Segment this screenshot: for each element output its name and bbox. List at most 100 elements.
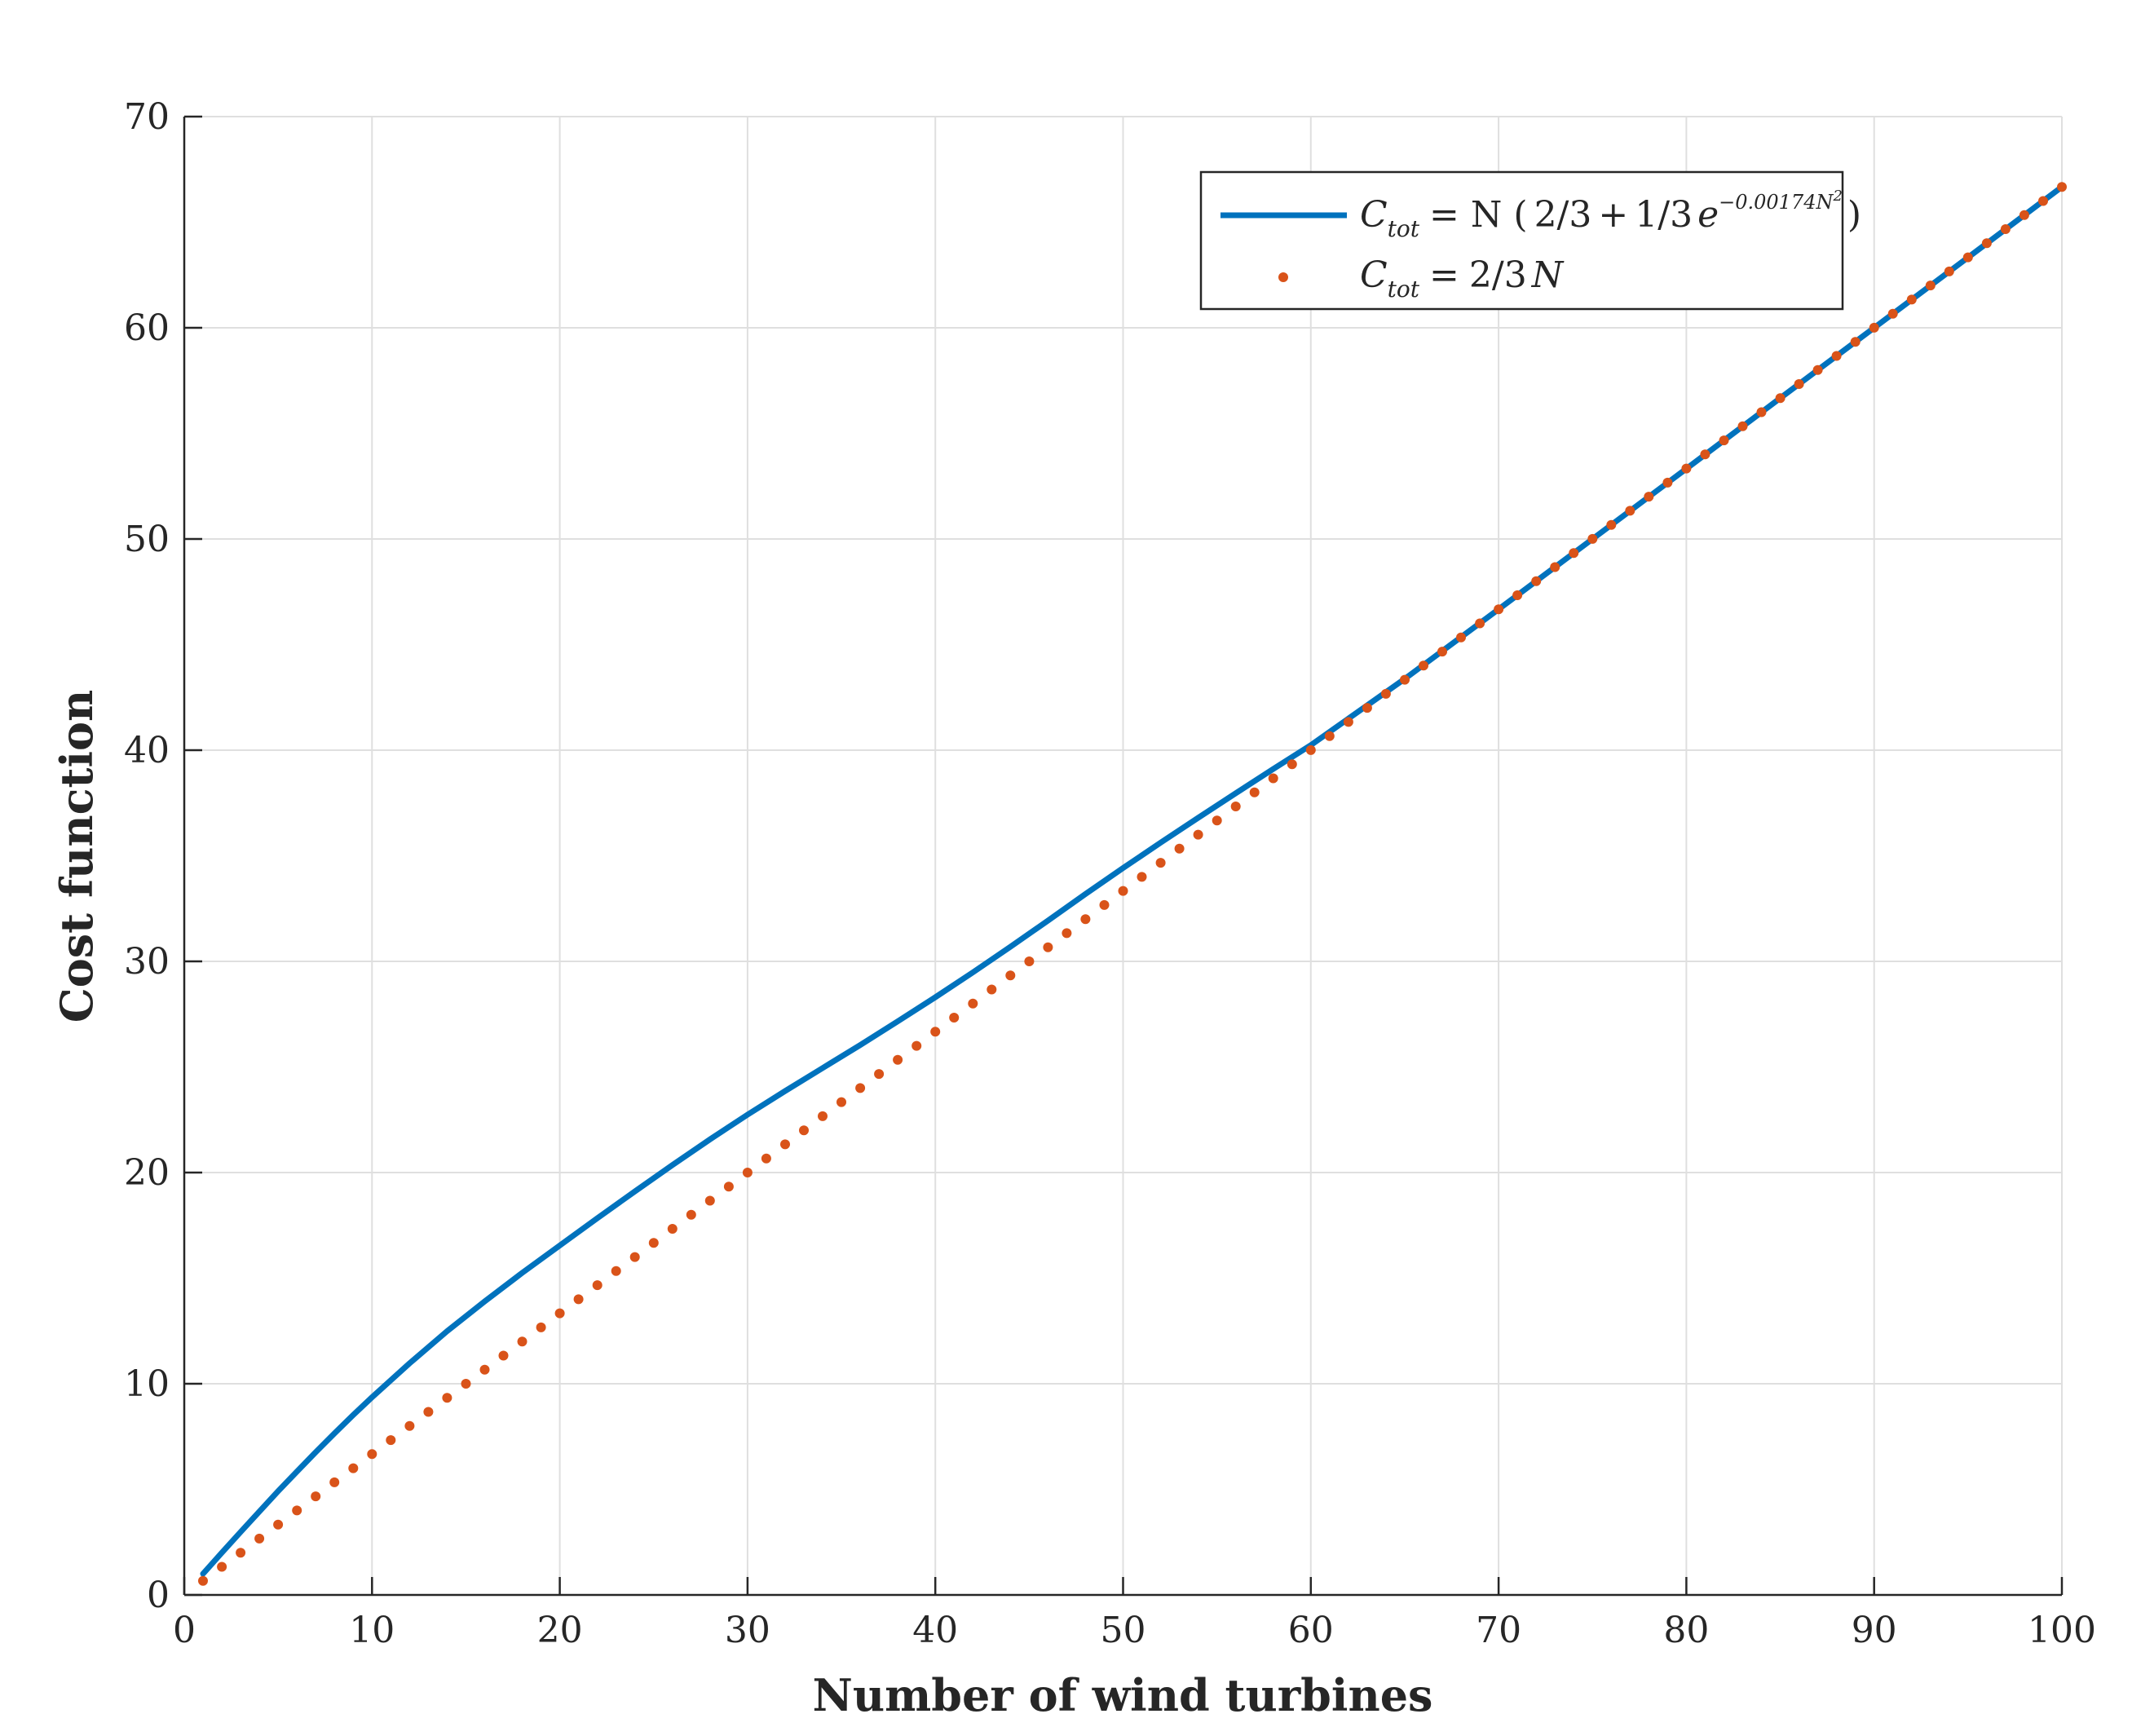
series-linear-dot xyxy=(1475,618,1485,629)
series-linear-dot xyxy=(1850,337,1861,347)
series-linear-dot xyxy=(1587,533,1598,544)
series-linear-dot xyxy=(629,1252,640,1262)
legend: Ctot = N (2/3 +1/3 e−0.00174N2) Ctot = 2/3 N xyxy=(1199,170,1861,311)
series-linear-dot xyxy=(461,1379,471,1389)
series-linear-dot xyxy=(479,1364,490,1375)
series-linear-dot xyxy=(686,1209,696,1220)
series-linear-dot xyxy=(1380,688,1391,699)
series-linear-dot xyxy=(1944,266,1954,276)
y-tick-label: 40 xyxy=(124,730,170,771)
series-linear-dot xyxy=(2038,196,2048,206)
series-linear-dot xyxy=(311,1491,321,1502)
series-linear-dot xyxy=(1343,717,1353,727)
x-axis-label: Number of wind turbines xyxy=(813,1669,1433,1721)
series-linear-dot xyxy=(1400,674,1410,685)
series-linear-dot xyxy=(2019,210,2029,220)
series-linear-dot xyxy=(968,998,978,1009)
series-linear-dot xyxy=(292,1505,302,1516)
series-linear-dot xyxy=(1024,956,1035,966)
series-linear-dot xyxy=(1794,379,1804,389)
series-linear-dots xyxy=(198,182,2067,1586)
series-linear-dot xyxy=(1681,463,1692,474)
x-tick-label: 0 xyxy=(173,1610,196,1651)
series-linear-dot xyxy=(1831,351,1842,361)
series-linear-dot xyxy=(1062,928,1072,939)
series-linear-dot xyxy=(855,1083,866,1093)
series-linear-dot xyxy=(1193,829,1203,840)
series-linear-dot xyxy=(536,1322,546,1332)
series-linear-dot xyxy=(648,1238,659,1248)
series-linear-dot xyxy=(836,1097,846,1107)
series-linear-dot xyxy=(780,1139,790,1150)
series-linear-dot xyxy=(930,1027,941,1037)
series-linear-dot xyxy=(1512,590,1523,600)
series-linear-dot xyxy=(386,1435,396,1446)
x-tick-label: 90 xyxy=(1852,1610,1897,1651)
x-tick-label: 40 xyxy=(912,1610,958,1651)
series-linear-dot xyxy=(236,1548,246,1558)
series-linear-dot xyxy=(1719,435,1729,446)
series-linear-dot xyxy=(2057,182,2067,192)
series-linear-dot xyxy=(1531,576,1542,586)
series-linear-dot xyxy=(893,1054,903,1065)
series-linear-dot xyxy=(1906,294,1917,305)
y-tick-label: 10 xyxy=(124,1363,170,1405)
series-linear-dot xyxy=(1419,660,1428,671)
series-linear-dot xyxy=(1043,942,1053,952)
series-linear-dot xyxy=(1981,238,1992,249)
y-axis-label: Cost function xyxy=(51,690,103,1023)
series-linear-dot xyxy=(1887,308,1898,319)
series-linear-dot xyxy=(1625,506,1635,516)
x-tick-label: 60 xyxy=(1288,1610,1334,1651)
series-linear-dot xyxy=(1249,787,1260,797)
series-linear-dot xyxy=(1362,703,1372,713)
series-linear-dot xyxy=(1005,970,1016,981)
series-linear-dot xyxy=(592,1280,603,1291)
series-linear-dot xyxy=(1155,858,1166,868)
y-tick-label: 20 xyxy=(124,1152,170,1194)
y-tick-label: 60 xyxy=(124,307,170,349)
series-linear-dot xyxy=(1174,843,1185,854)
series-linear-dot xyxy=(1737,421,1748,431)
series-linear-dot xyxy=(1569,548,1579,559)
series-linear-dot xyxy=(217,1562,227,1572)
y-tick-label: 30 xyxy=(124,941,170,983)
legend-box xyxy=(1199,170,1844,311)
legend-dot-swatch xyxy=(1278,272,1288,282)
x-tick-label: 10 xyxy=(349,1610,395,1651)
series-linear-dot xyxy=(1756,407,1767,417)
series-linear-dot xyxy=(517,1336,527,1347)
series-linear-dot xyxy=(1137,872,1147,882)
series-linear-dot xyxy=(273,1519,284,1530)
series-linear-dot xyxy=(404,1420,415,1431)
x-tick-label: 30 xyxy=(725,1610,770,1651)
series-linear-dot xyxy=(1550,562,1560,572)
grid-lines xyxy=(183,116,2063,1596)
legend-entry-linear: Ctot = 2/3 N xyxy=(1360,254,1565,303)
series-linear-dot xyxy=(1662,477,1673,488)
series-linear-dot xyxy=(1869,322,1879,333)
series-linear-dot xyxy=(367,1449,377,1460)
series-linear-dot xyxy=(1437,647,1447,657)
series-linear-dot xyxy=(704,1195,715,1206)
series-linear-dot xyxy=(1494,604,1504,615)
series-linear-dot xyxy=(874,1069,885,1080)
series-linear-dot xyxy=(254,1533,265,1544)
series-linear-dot xyxy=(761,1153,771,1164)
axes xyxy=(183,115,2064,1597)
x-tick-labels: 0 10 20 30 40 50 60 70 80 90 100 xyxy=(173,1610,2096,1651)
x-tick-label: 80 xyxy=(1663,1610,1709,1651)
series-linear-dot xyxy=(329,1477,340,1487)
series-linear-dot xyxy=(348,1463,359,1473)
series-linear-dot xyxy=(1212,815,1222,826)
series-linear-dot xyxy=(611,1266,621,1276)
series-linear-dot xyxy=(1812,364,1823,375)
y-tick-labels: 0 10 20 30 40 50 60 70 xyxy=(124,96,170,1616)
series-linear-dot xyxy=(1700,449,1710,460)
series-linear-dot xyxy=(1118,886,1128,896)
x-tick-label: 70 xyxy=(1476,1610,1521,1651)
series-linear-dot xyxy=(423,1407,434,1417)
series-linear-dot xyxy=(1080,914,1091,925)
series-linear-dot xyxy=(198,1575,208,1586)
